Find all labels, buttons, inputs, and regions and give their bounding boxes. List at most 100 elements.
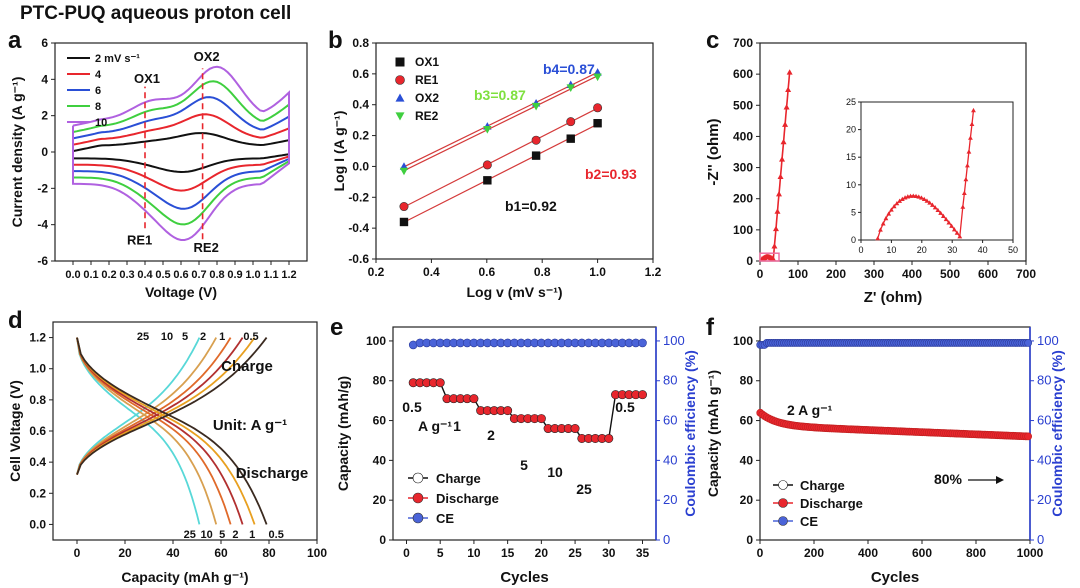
x-tick-label: 25 — [568, 546, 582, 560]
data-point-re2 — [593, 73, 602, 82]
annotation-b3: b3=0.87 — [474, 87, 526, 103]
y-tick-label: 0.8 — [29, 393, 46, 407]
y-tick-label: -0.4 — [348, 221, 369, 235]
inset-nyquist-point — [883, 215, 889, 221]
x-axis-label: Cycles — [500, 569, 548, 586]
inset-frame — [860, 101, 1014, 241]
discharge-point — [469, 394, 479, 404]
y-tick-label: 200 — [733, 192, 753, 206]
inset-y-tick-label: 20 — [846, 125, 856, 135]
inset-nyquist-point — [886, 211, 892, 216]
y-tick-label: 60 — [373, 414, 387, 428]
inset-nyquist-point — [971, 107, 976, 113]
x-tick-label: 1.0 — [245, 269, 260, 281]
data-point-re1 — [593, 103, 603, 113]
y-tick-label: 0.0 — [29, 517, 46, 531]
y-tick-label: 80 — [740, 374, 754, 388]
y-tick-label: 20 — [373, 493, 387, 507]
inset-nyquist-point — [960, 204, 966, 209]
y-axis-label: Current density (A g⁻¹) — [9, 77, 25, 228]
nyquist-point — [777, 173, 784, 179]
inset-nyquist-point — [963, 176, 969, 182]
discharge-curve-10 — [76, 337, 218, 525]
nyquist-point — [771, 243, 778, 249]
cv-curve-3 — [72, 96, 290, 210]
x-tick-label: 700 — [1016, 267, 1036, 281]
nyquist-point — [783, 104, 790, 110]
inset-nyquist-point — [932, 205, 938, 210]
rate-annotation: 25 — [576, 481, 592, 497]
legend-label: OX1 — [415, 55, 439, 69]
x-tick-label: 300 — [864, 267, 884, 281]
x-tick-label: 1.1 — [263, 269, 278, 281]
x-tick-label: 1.2 — [645, 265, 662, 279]
y-tick-label: 1.0 — [29, 362, 46, 376]
legend-marker — [412, 492, 424, 504]
y-tick-label: 2 — [41, 109, 48, 123]
y-tick-label: 0 — [379, 533, 386, 547]
legend-label: 8 — [95, 101, 101, 113]
panel-letter: a — [8, 27, 22, 54]
nyquist-point — [782, 121, 789, 127]
x-tick-label: 1.0 — [589, 265, 606, 279]
legend-label: Charge — [800, 478, 845, 493]
top-rate-label: 25 — [137, 331, 149, 343]
ce-point — [1024, 339, 1033, 347]
legend-marker — [778, 516, 788, 526]
y-tick-label: 0.4 — [29, 455, 46, 469]
top-rate-label: 10 — [161, 331, 173, 343]
legend-label: RE1 — [415, 73, 439, 87]
y-axis-label: Cell Voltage (V) — [7, 380, 23, 482]
legend-marker — [778, 498, 788, 508]
y-tick-label: -4 — [37, 218, 48, 232]
annotation-ox1: OX1 — [134, 71, 160, 86]
annotation-ox2: OX2 — [194, 49, 220, 64]
inset-nyquist-point — [961, 190, 967, 195]
inset-y-tick-label: 10 — [846, 180, 856, 190]
data-point-ox1 — [531, 151, 541, 160]
inset-y-tick-label: 0 — [851, 235, 856, 245]
zoom-box — [759, 252, 780, 262]
bottom-rate-label: 1 — [249, 529, 255, 541]
inset-nyquist-point — [875, 235, 881, 241]
inset-x-tick-label: 50 — [1008, 245, 1018, 255]
ce-point — [638, 338, 647, 348]
y2-axis-label: Coulombic efficiency (%) — [682, 350, 698, 516]
inset-nyquist-point — [951, 226, 957, 232]
inset-nyquist-point — [927, 200, 933, 205]
legend-marker — [395, 112, 405, 121]
figure-title: PTC-PUQ aqueous proton cell — [20, 3, 291, 24]
x-tick-label: 800 — [966, 546, 986, 560]
x-tick-label: 20 — [535, 546, 549, 560]
annotation-unit: Unit: A g⁻¹ — [213, 417, 287, 434]
annotation-b4: b4=0.87 — [543, 61, 595, 77]
inset-nyquist-point — [965, 163, 970, 168]
data-point-ox1 — [566, 134, 575, 143]
inset-x-tick-label: 10 — [886, 245, 896, 255]
annotation-re1: RE1 — [127, 233, 152, 248]
x-axis-label: Voltage (V) — [145, 284, 217, 300]
bottom-rate-label: 25 — [184, 529, 196, 541]
charge-curve-25 — [76, 337, 201, 475]
x-tick-label: 80 — [262, 546, 276, 560]
inset-nyquist-point — [891, 203, 897, 209]
inset-nyquist-point — [919, 195, 924, 200]
y-tick-label: 20 — [740, 493, 754, 507]
rate-annotation: 10 — [547, 464, 563, 480]
inset-nyquist-point — [954, 230, 960, 235]
legend-label: 6 — [95, 85, 101, 97]
y-tick-label: 0.0 — [352, 159, 369, 173]
top-rate-label: 1 — [219, 331, 225, 343]
nyquist-point — [779, 156, 786, 162]
y-tick-label: 100 — [733, 334, 753, 348]
annotation-retention: 80% — [934, 471, 963, 487]
discharge-point — [536, 414, 546, 424]
rate-annotation: 2 — [487, 427, 495, 443]
inset-nyquist-point — [949, 223, 954, 228]
x-tick-label: 500 — [940, 267, 960, 281]
x-tick-label: 600 — [912, 546, 932, 560]
x-tick-label: 400 — [902, 267, 922, 281]
y-tick-label: 0.2 — [29, 486, 46, 500]
inset-nyquist-point — [916, 194, 922, 199]
rate-annotation: 0.5 — [402, 399, 422, 415]
